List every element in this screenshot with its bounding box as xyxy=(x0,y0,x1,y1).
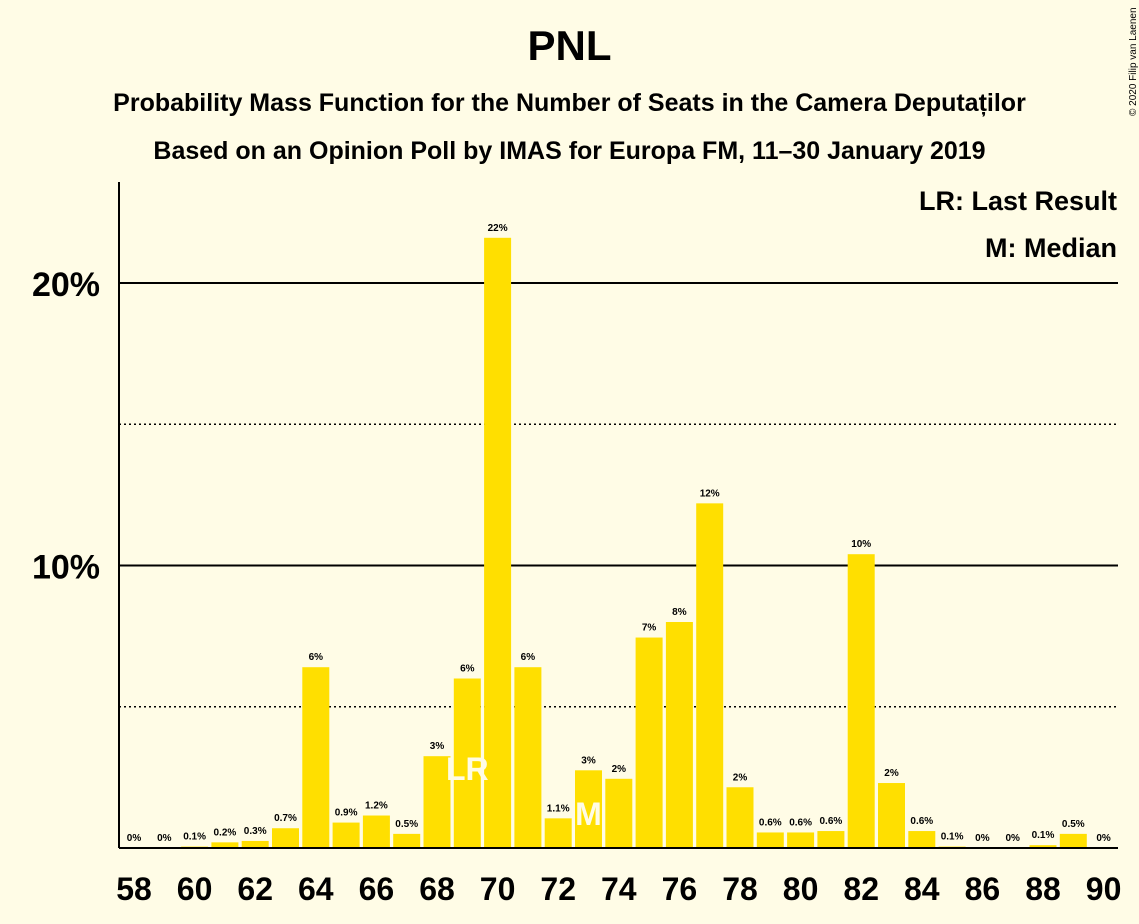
bar-66 xyxy=(362,815,390,848)
x-tick-label-64: 64 xyxy=(298,871,334,907)
value-label-89: 0.5% xyxy=(1062,819,1085,830)
value-label-66: 1.2% xyxy=(365,801,388,812)
x-tick-label-80: 80 xyxy=(783,871,819,907)
value-label-78: 2% xyxy=(733,772,748,783)
bar-68 xyxy=(423,756,451,848)
value-label-70: 22% xyxy=(488,223,508,234)
marker-m: M xyxy=(575,796,602,832)
value-label-85: 0.1% xyxy=(941,832,964,843)
value-label-73: 3% xyxy=(581,755,596,766)
value-label-60: 0.1% xyxy=(183,832,206,843)
bar-65 xyxy=(332,822,360,848)
bar-81 xyxy=(817,831,845,848)
bar-82 xyxy=(847,554,875,848)
bar-73 xyxy=(575,770,602,848)
legend-item-1: M: Median xyxy=(985,233,1117,263)
value-label-82: 10% xyxy=(851,539,871,550)
bar-77 xyxy=(696,503,724,848)
value-label-87: 0% xyxy=(1005,833,1020,844)
marker-lr: LR xyxy=(446,751,489,787)
x-tick-label-66: 66 xyxy=(359,871,395,907)
value-label-69: 6% xyxy=(460,664,475,675)
chart-title: PNL xyxy=(527,22,612,69)
bar-63 xyxy=(272,828,299,848)
value-label-72: 1.1% xyxy=(547,803,570,814)
value-label-76: 8% xyxy=(672,607,687,618)
x-tick-label-86: 86 xyxy=(965,871,1001,907)
bar-80 xyxy=(787,832,815,848)
value-label-88: 0.1% xyxy=(1032,830,1055,841)
value-label-86: 0% xyxy=(975,833,990,844)
x-tick-label-72: 72 xyxy=(540,871,576,907)
bar-74 xyxy=(605,778,633,848)
bar-64 xyxy=(302,667,330,848)
bar-88 xyxy=(1029,845,1057,848)
bar-78 xyxy=(726,787,754,848)
value-label-63: 0.7% xyxy=(274,813,297,824)
value-label-74: 2% xyxy=(612,764,627,775)
value-label-68: 3% xyxy=(430,741,445,752)
x-tick-label-88: 88 xyxy=(1025,871,1061,907)
bar-84 xyxy=(908,831,936,848)
value-label-64: 6% xyxy=(309,652,324,663)
y-tick-label-10: 10% xyxy=(32,549,100,587)
x-tick-label-76: 76 xyxy=(662,871,698,907)
bar-76 xyxy=(665,622,693,848)
x-tick-label-60: 60 xyxy=(177,871,213,907)
bar-71 xyxy=(514,667,542,848)
x-tick-label-82: 82 xyxy=(843,871,879,907)
bar-67 xyxy=(393,833,421,848)
value-label-81: 0.6% xyxy=(820,816,843,827)
y-tick-label-20: 20% xyxy=(32,266,100,304)
x-tick-label-74: 74 xyxy=(601,871,637,907)
value-label-65: 0.9% xyxy=(335,808,358,819)
chart-subtitle-poll: Based on an Opinion Poll by IMAS for Eur… xyxy=(153,137,986,165)
chart-subtitle: Probability Mass Function for the Number… xyxy=(113,89,1026,117)
value-label-75: 7% xyxy=(642,623,657,634)
bar-69 xyxy=(453,678,481,848)
bar-79 xyxy=(756,832,784,848)
value-label-83: 2% xyxy=(884,768,899,779)
value-label-67: 0.5% xyxy=(395,819,418,830)
x-tick-label-90: 90 xyxy=(1086,871,1122,907)
x-tick-label-58: 58 xyxy=(116,871,152,907)
x-tick-label-78: 78 xyxy=(722,871,758,907)
x-tick-label-68: 68 xyxy=(419,871,455,907)
x-tick-label-70: 70 xyxy=(480,871,516,907)
value-label-71: 6% xyxy=(521,652,536,663)
bar-61 xyxy=(211,842,239,848)
value-label-61: 0.2% xyxy=(214,827,237,838)
bar-62 xyxy=(241,840,269,848)
value-label-58: 0% xyxy=(127,833,142,844)
value-label-59: 0% xyxy=(157,833,172,844)
x-tick-label-84: 84 xyxy=(904,871,940,907)
bar-72 xyxy=(544,818,572,848)
bar-83 xyxy=(878,783,905,848)
x-tick-label-62: 62 xyxy=(237,871,273,907)
value-label-62: 0.3% xyxy=(244,826,267,837)
bar-89 xyxy=(1059,833,1087,848)
value-label-79: 0.6% xyxy=(759,817,782,828)
value-label-90: 0% xyxy=(1096,833,1111,844)
value-label-80: 0.6% xyxy=(789,817,812,828)
value-label-84: 0.6% xyxy=(910,816,933,827)
legend-item-0: LR: Last Result xyxy=(919,186,1117,216)
value-label-77: 12% xyxy=(700,488,720,499)
bar-75 xyxy=(635,637,663,848)
bar-70 xyxy=(484,237,512,849)
